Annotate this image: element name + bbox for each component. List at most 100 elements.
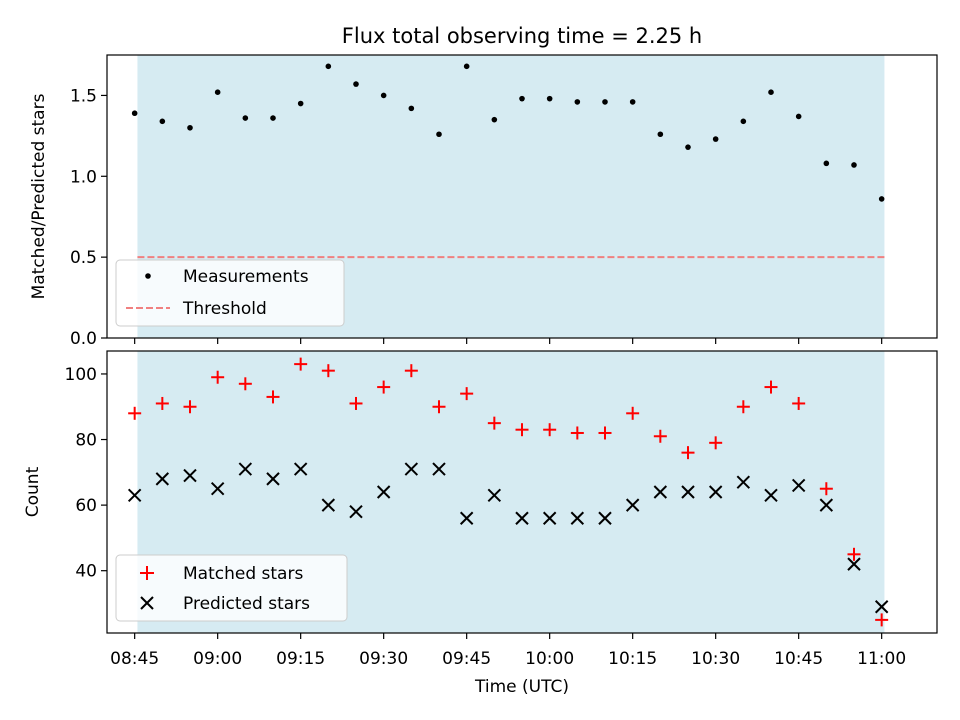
- matched-stars-point: [875, 613, 889, 627]
- legend-marker-predicted-stars: [140, 596, 154, 610]
- measurements-point: [325, 63, 332, 70]
- x-tick-label: 10:45: [774, 649, 823, 669]
- predicted-stars-point: [708, 485, 723, 499]
- y-tick-label: 1.5: [70, 86, 97, 106]
- predicted-stars-point: [570, 511, 585, 525]
- legend-marker-measurements: [145, 273, 151, 279]
- predicted-stars-point: [653, 485, 668, 499]
- y-tick-label: 60: [75, 496, 97, 516]
- predicted-stars-point: [515, 511, 529, 525]
- legend-label-threshold: Threshold: [182, 299, 267, 319]
- measurements-point: [463, 63, 470, 70]
- legend-label-measurements: Measurements: [183, 267, 309, 287]
- measurements-point: [436, 131, 442, 138]
- matched-stars-point: [626, 406, 640, 420]
- legend-label-predicted-stars: Predicted stars: [183, 594, 310, 614]
- predicted-stars-point: [376, 485, 391, 499]
- y-tick-label: 80: [75, 431, 97, 451]
- predicted-stars-point: [847, 557, 861, 571]
- measurements-point: [491, 116, 498, 123]
- measurements-point: [657, 131, 664, 138]
- predicted-stars-point: [598, 511, 612, 525]
- matched-stars-point: [653, 429, 667, 443]
- matched-stars-point: [709, 436, 723, 450]
- matched-stars-point: [155, 396, 169, 410]
- x-tick-label: 09:30: [359, 649, 408, 669]
- matched-stars-point: [681, 446, 695, 460]
- matched-stars-point: [349, 396, 363, 410]
- top-axes-frame: [106, 54, 938, 339]
- y-tick-label: 100: [65, 365, 97, 385]
- x-tick-label: 09:45: [442, 649, 491, 669]
- predicted-stars-point: [459, 511, 474, 525]
- predicted-stars-point: [487, 488, 502, 502]
- measurements-point: [851, 162, 857, 168]
- y-tick-label: 0.0: [70, 329, 97, 349]
- top-panel: 0.0 0.5 1.0 1.5 Matched/Predicted stars Mea…: [29, 54, 938, 349]
- measurements-point: [519, 95, 525, 102]
- predicted-stars-point: [791, 478, 806, 493]
- predicted-stars-point: [432, 462, 446, 476]
- predicted-stars-point: [404, 462, 419, 476]
- matched-stars-point: [321, 364, 335, 378]
- matched-stars-point: [598, 426, 612, 440]
- matched-stars-point: [432, 400, 446, 414]
- bottom-y-axis-label: Count: [23, 466, 43, 517]
- predicted-stars-point: [736, 475, 751, 489]
- matched-stars-point: [736, 400, 750, 414]
- predicted-stars-point: [542, 511, 557, 525]
- predicted-stars-point: [681, 485, 695, 499]
- predicted-stars-point: [293, 462, 308, 476]
- matched-stars-point: [266, 390, 280, 404]
- measurements-point: [214, 89, 221, 95]
- predicted-stars-point: [764, 488, 778, 502]
- x-tick-label: 10:15: [608, 649, 657, 669]
- predicted-stars-point: [210, 482, 225, 496]
- y-tick-label: 0.5: [70, 248, 97, 268]
- matched-stars-point: [128, 406, 142, 420]
- bottom-axes-frame: [106, 350, 938, 634]
- measurements-point: [380, 92, 387, 99]
- measurements-point: [242, 115, 249, 121]
- measurements-point: [740, 118, 747, 125]
- matched-stars-point: [211, 370, 225, 384]
- matched-stars-point: [570, 426, 584, 440]
- predicted-stars-point: [183, 468, 197, 483]
- measurements-point: [712, 136, 719, 142]
- bottom-legend: Matched stars Predicted stars: [115, 554, 348, 622]
- predicted-stars-point: [625, 498, 640, 512]
- measurements-point: [297, 100, 304, 107]
- legend-marker-matched-stars: [140, 566, 154, 580]
- top-legend: Measurements Threshold: [115, 259, 345, 327]
- x-axis-label: Time (UTC): [474, 677, 569, 697]
- y-tick-label: 1.0: [70, 167, 97, 187]
- x-tick-label: 08:45: [110, 649, 159, 669]
- top-y-axis-label: Matched/Predicted stars: [29, 93, 49, 299]
- predicted-stars-point: [321, 498, 336, 512]
- predicted-stars-point: [874, 600, 889, 614]
- matched-stars-point: [515, 423, 529, 437]
- measurements-point: [408, 105, 415, 112]
- measurements-point: [768, 89, 774, 95]
- x-tick-label: 09:00: [193, 649, 242, 669]
- matched-stars-point: [819, 482, 833, 496]
- matched-stars-point: [377, 380, 391, 394]
- predicted-stars-point: [819, 498, 834, 512]
- measurements-point: [546, 95, 553, 102]
- matched-stars-point: [294, 357, 308, 371]
- matched-stars-point: [460, 387, 474, 401]
- chart-title: Flux total observing time = 2.25 h: [342, 24, 702, 48]
- y-tick-label: 40: [75, 562, 97, 582]
- measurements-point: [685, 144, 691, 150]
- matched-stars-point: [543, 423, 557, 437]
- predicted-stars-point: [127, 488, 142, 502]
- matched-stars-point: [792, 396, 806, 410]
- x-tick-label: 10:00: [525, 649, 574, 669]
- predicted-stars-point: [238, 462, 253, 476]
- measurements-point: [574, 99, 581, 105]
- x-tick-label: 11:00: [857, 649, 906, 669]
- matched-stars-point: [183, 400, 197, 414]
- bottom-panel: 40 60 80 100 08:45 09:00 09:15 09:30 09:45 10:00…: [23, 350, 938, 697]
- matched-stars-point: [764, 380, 778, 394]
